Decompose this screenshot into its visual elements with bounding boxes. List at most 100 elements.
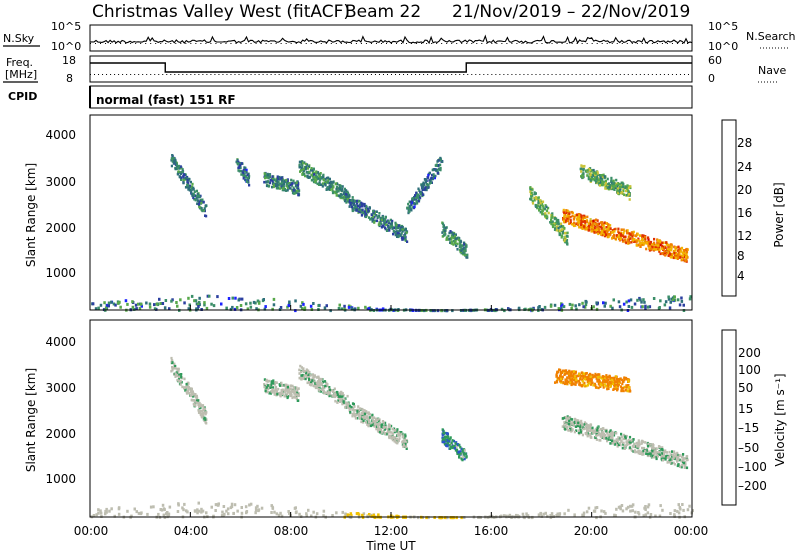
echo-cell	[331, 187, 334, 190]
echo-cell	[601, 431, 604, 434]
echo-cell	[246, 173, 249, 177]
echo-cell	[595, 434, 598, 438]
echo-cell	[574, 372, 577, 375]
echo-cell	[644, 238, 647, 242]
ground-scatter-cell	[126, 302, 129, 306]
echo-cell	[529, 197, 532, 201]
ground-scatter-cell	[91, 302, 95, 306]
echo-cell	[350, 201, 353, 205]
echo-cell	[602, 182, 605, 185]
nave-point	[178, 74, 180, 75]
echo-cell	[664, 458, 667, 461]
echo-cell	[616, 383, 619, 386]
nsearch-point	[285, 43, 287, 44]
nsearch-point	[406, 43, 408, 44]
echo-cell	[601, 175, 604, 179]
echo-cell	[670, 245, 673, 249]
ground-scatter-cell	[617, 300, 621, 304]
echo-cell	[565, 240, 568, 243]
echo-cell	[340, 397, 343, 401]
echo-cell	[668, 450, 671, 454]
echo-cell	[678, 250, 681, 253]
echo-cell	[313, 176, 316, 179]
echo-cell	[399, 229, 402, 232]
power-cbar-label: Power [dB]	[772, 182, 786, 247]
echo-cell	[192, 188, 195, 191]
ground-scatter-cell	[117, 507, 121, 511]
echo-cell	[604, 182, 608, 185]
echo-cell	[555, 228, 558, 232]
echo-cell	[199, 411, 202, 415]
echo-cell	[186, 178, 189, 182]
echo-cell	[623, 376, 626, 379]
echo-cell	[661, 448, 664, 452]
echo-cell	[608, 227, 611, 230]
echo-cell	[585, 427, 588, 430]
vel-ytick-4000: 4000	[45, 335, 76, 349]
ground-scatter-cell	[652, 297, 656, 300]
ground-scatter-cell	[557, 307, 561, 311]
echo-cell	[373, 221, 376, 224]
echo-cell	[670, 247, 673, 250]
echo-cell	[572, 218, 575, 221]
echo-cell	[268, 379, 271, 383]
ground-scatter-cell	[573, 513, 576, 517]
echo-cell	[580, 384, 583, 388]
nsearch-point	[135, 43, 137, 44]
ground-scatter-cell	[286, 305, 289, 309]
echo-cell	[429, 179, 432, 183]
echo-cell	[311, 171, 314, 175]
ground-scatter-cell	[294, 309, 297, 313]
echo-cell	[574, 224, 577, 227]
echo-cell	[625, 241, 628, 245]
nave-point	[439, 74, 441, 75]
ground-scatter-cell	[349, 512, 353, 516]
echo-cell	[203, 407, 207, 411]
echo-cell	[655, 455, 658, 459]
ground-scatter-cell	[134, 303, 138, 307]
ground-scatter-cell	[619, 507, 622, 511]
echo-cell	[320, 382, 323, 385]
echo-cell	[681, 258, 684, 261]
ground-scatter-cell	[582, 511, 586, 515]
echo-cell	[600, 227, 603, 230]
echo-cell	[393, 439, 397, 442]
ground-scatter-cell	[97, 511, 100, 515]
echo-cell	[544, 215, 547, 218]
echo-cell	[315, 170, 318, 173]
echo-cell	[350, 405, 353, 409]
nave-point	[391, 74, 392, 75]
echo-cell	[596, 429, 599, 432]
echo-cell	[529, 188, 532, 192]
ground-scatter-cell	[103, 301, 106, 305]
echo-cell	[458, 456, 461, 459]
echo-cell	[566, 231, 569, 235]
ground-scatter-cell	[195, 307, 198, 311]
ground-scatter-cell	[436, 309, 440, 313]
ground-scatter-cell	[257, 509, 260, 513]
echo-cell	[618, 238, 621, 242]
ground-scatter-cell	[682, 303, 685, 307]
echo-cell	[350, 205, 353, 209]
echo-cell	[283, 389, 286, 392]
echo-cell	[598, 184, 601, 187]
ground-scatter-cell	[678, 506, 682, 509]
nsearch-point	[340, 43, 342, 44]
echo-cell	[323, 182, 327, 186]
ground-scatter-cell	[446, 516, 449, 520]
echo-cell	[682, 457, 685, 460]
echo-cell	[464, 243, 467, 246]
nave-point	[138, 74, 140, 75]
echo-cell	[391, 219, 394, 223]
echo-cell	[425, 188, 428, 192]
echo-cell	[667, 456, 670, 459]
echo-cell	[397, 235, 400, 239]
nave-point	[639, 74, 641, 75]
ground-scatter-cell	[617, 505, 621, 509]
nave-point	[262, 74, 264, 75]
ground-scatter-cell	[197, 509, 201, 513]
echo-cell	[447, 435, 450, 439]
echo-cell	[628, 198, 631, 201]
ground-scatter-cell	[540, 514, 544, 518]
ground-scatter-cell	[309, 304, 313, 308]
